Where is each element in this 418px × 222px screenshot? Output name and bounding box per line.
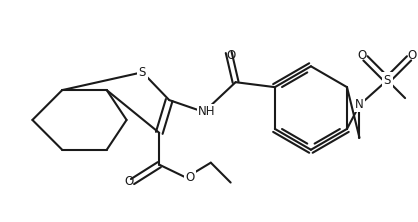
Text: S: S — [139, 66, 146, 79]
Text: S: S — [384, 74, 391, 87]
Text: O: O — [186, 171, 195, 184]
Text: O: O — [358, 49, 367, 62]
Text: O: O — [408, 49, 417, 62]
Text: O: O — [124, 175, 133, 188]
Text: O: O — [226, 49, 235, 62]
Text: NH: NH — [198, 105, 216, 119]
Text: N: N — [355, 97, 364, 111]
